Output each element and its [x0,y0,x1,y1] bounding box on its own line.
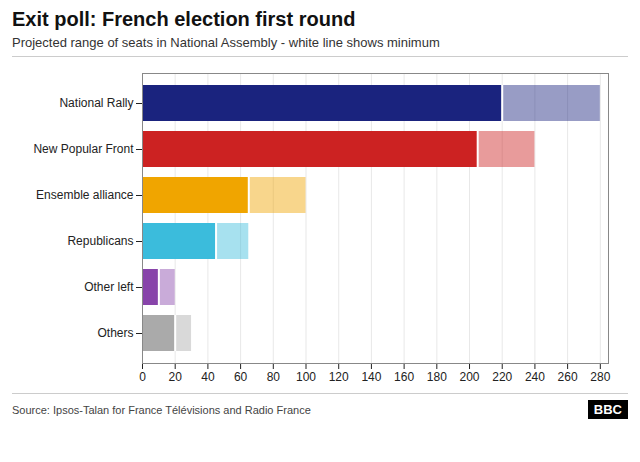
svg-text:20: 20 [169,370,183,384]
html-text:BBC: BBC [593,402,622,417]
svg-text:260: 260 [558,370,578,384]
svg-text:200: 200 [460,370,480,384]
svg-text:0: 0 [139,370,146,384]
svg-text:140: 140 [361,370,381,384]
svg-text:Ensemble alliance: Ensemble alliance [36,188,134,202]
svg-text:New Popular Front: New Popular Front [33,142,134,156]
svg-text:40: 40 [201,370,215,384]
svg-text:100: 100 [296,370,316,384]
html-text:Exit poll: French election fir: Exit poll: French election first round [12,8,356,30]
svg-text:60: 60 [234,370,248,384]
svg-text:National Rally: National Rally [59,96,133,110]
svg-text:280: 280 [590,370,610,384]
svg-text:80: 80 [267,370,281,384]
html-text:Source: Ipsos-Talan for France: Source: Ipsos-Talan for France Télévisio… [12,403,311,416]
html-text:Projected range of seats in Na: Projected range of seats in National Ass… [12,35,440,50]
svg-text:160: 160 [394,370,414,384]
svg-text:Other left: Other left [84,280,134,294]
svg-text:220: 220 [492,370,512,384]
svg-text:180: 180 [427,370,447,384]
svg-text:240: 240 [525,370,545,384]
svg-text:Republicans: Republicans [67,234,133,248]
svg-text:Others: Others [97,326,133,340]
svg-text:120: 120 [329,370,349,384]
